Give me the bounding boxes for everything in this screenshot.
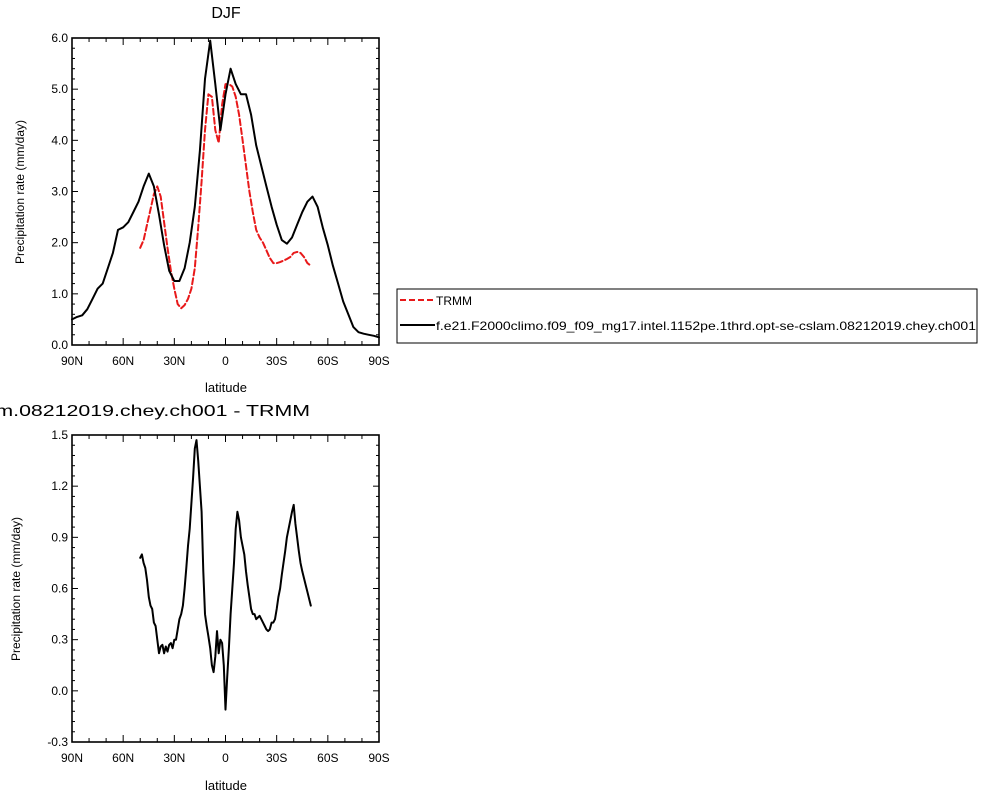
x-tick-label: 60N [112,354,134,368]
x-tick-label: 90S [368,751,389,765]
x-tick-label: 30N [163,354,185,368]
y-tick-label: 0.0 [51,684,68,698]
x-tick-label: 60S [317,354,338,368]
x-axis: 90N 60N 30N 0 30S 60S 90S [61,435,390,765]
chart-panel-djf: DJF 0.0 1.0 2.0 3.0 4.0 5.0 6.0 90N 60N 30N 0 30S 6… [13,5,390,395]
y-axis-label: Precipitation rate (mm/day) [9,517,23,661]
chart-title: f.e21.F2000climo.f09_f09_mg17.intel.1152… [0,403,310,420]
x-tick-label: 90N [61,354,83,368]
y-tick-label: 5.0 [51,82,68,96]
series-layer [71,39,380,339]
x-axis-label: latitude [205,778,247,793]
x-tick-label: 0 [222,354,229,368]
y-tick-label: 0.0 [51,338,68,352]
legend-box [396,288,978,344]
legend: TRMM f.e21.F2000climo.f09_f09_mg17.intel… [396,288,978,344]
x-tick-label: 0 [222,751,229,765]
series-line-model [71,39,380,339]
y-axis: -0.3 0.0 0.3 0.6 0.9 1.2 1.5 [47,428,379,749]
series-line-difference [139,439,312,711]
y-tick-label: 2.0 [51,236,68,250]
y-tick-label: 0.3 [51,633,68,647]
x-tick-label: 30S [266,354,287,368]
chart-panel-difference: f.e21.F2000climo.f09_f09_mg17.intel.1152… [0,403,390,793]
series-line-trmm [139,83,312,310]
legend-label-model: f.e21.F2000climo.f09_f09_mg17.intel.1152… [436,319,976,333]
legend-label-trmm: TRMM [436,294,472,308]
y-tick-label: 0.6 [51,582,68,596]
chart-title: DJF [211,5,241,22]
y-tick-label: 1.2 [51,479,68,493]
x-tick-label: 30S [266,751,287,765]
series-layer [139,439,312,711]
x-tick-label: 60N [112,751,134,765]
y-tick-label: 4.0 [51,133,68,147]
x-tick-label: 90N [61,751,83,765]
y-tick-label: 1.5 [51,428,68,442]
x-axis: 90N 60N 30N 0 30S 60S 90S [61,38,390,368]
y-tick-label: 6.0 [51,31,68,45]
x-tick-label: 90S [368,354,389,368]
y-axis: 0.0 1.0 2.0 3.0 4.0 5.0 6.0 [51,31,379,352]
y-axis-label: Precipitation rate (mm/day) [13,120,27,264]
x-tick-label: 30N [163,751,185,765]
y-tick-label: -0.3 [47,735,68,749]
x-axis-label: latitude [205,380,247,395]
y-tick-label: 0.9 [51,530,68,544]
y-tick-label: 3.0 [51,185,68,199]
x-tick-label: 60S [317,751,338,765]
y-tick-label: 1.0 [51,287,68,301]
